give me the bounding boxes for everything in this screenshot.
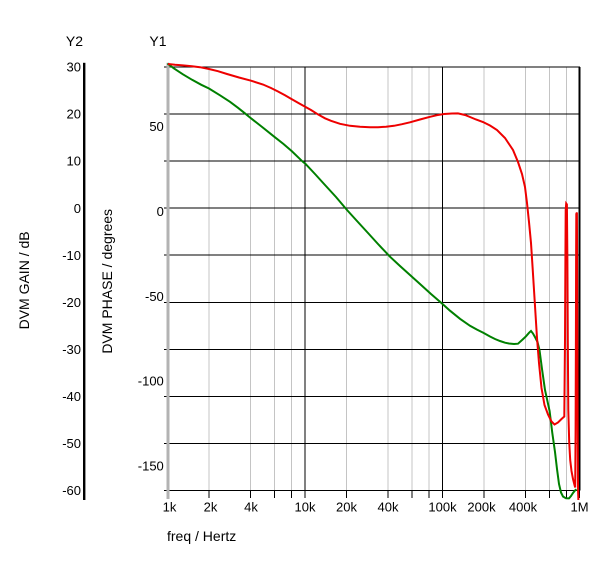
svg-text:2k: 2k xyxy=(204,500,218,515)
svg-text:1M: 1M xyxy=(570,500,588,515)
svg-text:DVM GAIN / dB: DVM GAIN / dB xyxy=(16,231,32,329)
svg-text:freq / Hertz: freq / Hertz xyxy=(167,528,236,544)
svg-text:10k: 10k xyxy=(295,500,316,515)
svg-text:-50: -50 xyxy=(62,436,81,451)
svg-text:20: 20 xyxy=(67,107,81,122)
svg-text:-150: -150 xyxy=(138,458,164,473)
svg-text:-30: -30 xyxy=(62,342,81,357)
svg-text:400k: 400k xyxy=(509,500,538,515)
svg-text:200k: 200k xyxy=(467,500,496,515)
svg-text:100k: 100k xyxy=(428,500,457,515)
svg-text:10: 10 xyxy=(67,154,81,169)
svg-text:-60: -60 xyxy=(62,483,81,498)
svg-text:30: 30 xyxy=(67,60,81,75)
svg-text:0: 0 xyxy=(74,201,81,216)
svg-text:Y1: Y1 xyxy=(149,33,166,49)
svg-text:4k: 4k xyxy=(244,500,258,515)
svg-text:-40: -40 xyxy=(62,389,81,404)
svg-text:-20: -20 xyxy=(62,295,81,310)
svg-text:Y2: Y2 xyxy=(66,33,83,49)
svg-text:-100: -100 xyxy=(138,374,164,389)
svg-text:-10: -10 xyxy=(62,248,81,263)
svg-text:DVM PHASE / degrees: DVM PHASE / degrees xyxy=(99,209,115,354)
svg-text:40k: 40k xyxy=(378,500,399,515)
svg-text:1k: 1k xyxy=(163,500,177,515)
svg-text:-50: -50 xyxy=(145,289,164,304)
svg-text:20k: 20k xyxy=(336,500,357,515)
svg-text:50: 50 xyxy=(149,119,163,134)
svg-text:0: 0 xyxy=(157,204,164,219)
